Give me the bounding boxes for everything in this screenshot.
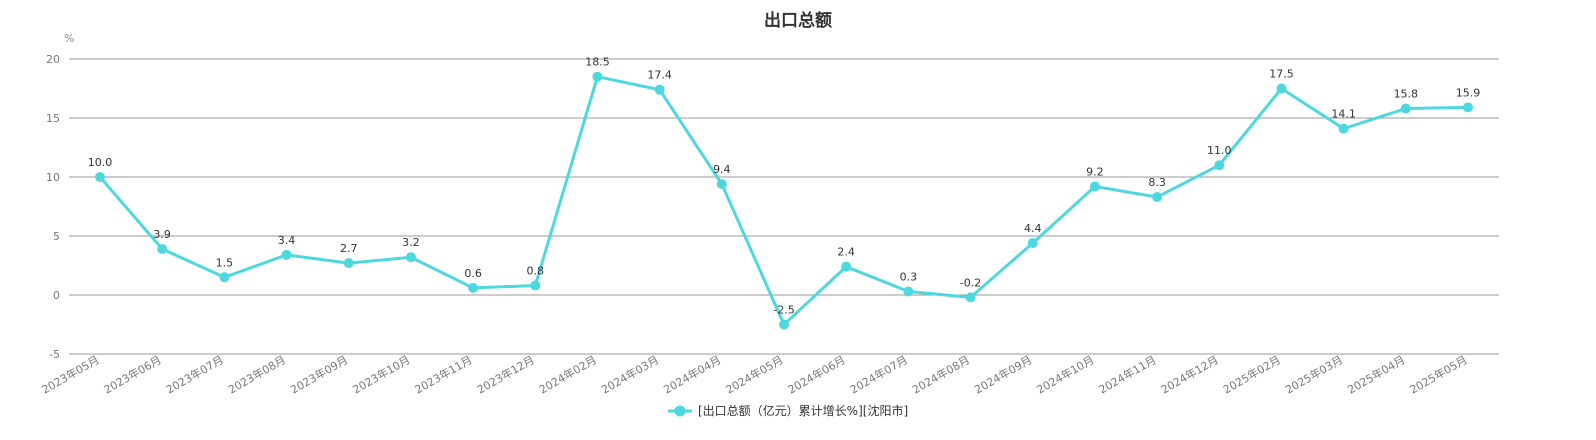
chart-title: 出口总额 (764, 11, 832, 31)
x-tick-label: 2023年09月 (288, 352, 350, 396)
y-tick-label: -5 (49, 348, 60, 361)
x-tick-label: 2023年07月 (163, 352, 225, 396)
x-tick-label: 2024年12月 (1158, 352, 1220, 396)
x-tick-label: 2023年10月 (350, 352, 412, 396)
data-point (903, 286, 914, 297)
x-tick-label: 2025年04月 (1345, 352, 1407, 396)
data-label: 11.0 (1207, 144, 1232, 157)
data-point (281, 249, 292, 260)
data-point (468, 282, 479, 293)
data-label: 2.4 (837, 246, 855, 259)
data-label: 18.5 (585, 56, 610, 69)
data-label: 2.7 (340, 242, 358, 255)
data-point (592, 71, 603, 82)
y-tick-label: 5 (53, 230, 60, 243)
legend-label: [出口总额（亿元）累计增长%][沈阳市] (698, 403, 908, 418)
x-tick-label: 2023年11月 (412, 352, 474, 396)
x-tick-label: 2024年04月 (661, 352, 723, 396)
data-label: 0.3 (900, 270, 918, 283)
data-point (343, 258, 354, 269)
data-point (716, 179, 727, 190)
data-point (157, 243, 168, 254)
x-tick-label: 2023年06月 (101, 352, 163, 396)
x-tick-label: 2025年03月 (1283, 352, 1345, 396)
y-tick-label: 20 (46, 53, 60, 66)
data-label: 3.4 (278, 234, 296, 247)
x-tick-label: 2025年02月 (1221, 352, 1283, 396)
data-label: 10.0 (88, 156, 113, 169)
data-label: 0.6 (464, 267, 482, 280)
data-label: 17.5 (1269, 68, 1294, 81)
x-tick-label: 2024年08月 (910, 352, 972, 396)
data-point (1089, 181, 1100, 192)
x-tick-label: 2023年12月 (474, 352, 536, 396)
x-tick-label: 2024年10月 (1034, 352, 1096, 396)
x-tick-label: 2024年03月 (599, 352, 661, 396)
y-tick-label: 0 (53, 289, 60, 302)
x-tick-label: 2024年11月 (1096, 352, 1158, 396)
x-tick-label: 2025年05月 (1407, 352, 1469, 396)
data-label: -0.2 (960, 276, 981, 289)
data-label: 9.2 (1086, 165, 1104, 178)
data-point (779, 319, 789, 330)
data-label: 8.3 (1148, 176, 1166, 189)
data-label: 17.4 (647, 69, 672, 82)
data-point (95, 172, 105, 182)
data-label: -2.5 (773, 304, 794, 317)
data-label: 14.1 (1331, 108, 1356, 121)
data-point (1276, 83, 1287, 94)
data-label: 15.8 (1394, 88, 1419, 101)
data-point (841, 261, 852, 272)
data-label: 3.9 (153, 228, 171, 241)
x-tick-label: 2024年09月 (972, 352, 1034, 396)
data-point (1027, 238, 1038, 249)
data-label: 15.9 (1456, 86, 1481, 99)
legend-marker (674, 405, 686, 417)
data-point (1214, 160, 1225, 171)
data-point (1338, 123, 1349, 134)
data-label: 0.8 (527, 265, 545, 278)
y-tick-label: 10 (46, 171, 60, 184)
x-tick-label: 2024年06月 (785, 352, 847, 396)
x-tick-label: 2023年08月 (226, 352, 288, 396)
data-label: 9.4 (713, 163, 731, 176)
data-label: 1.5 (216, 256, 234, 269)
data-point (1152, 192, 1163, 203)
data-point (1463, 102, 1473, 113)
x-tick-label: 2024年07月 (847, 352, 909, 396)
y-axis-unit-label: % (64, 32, 74, 45)
series-line (98, 75, 1469, 326)
data-point (405, 252, 416, 263)
data-label: 3.2 (402, 236, 420, 249)
data-label: 4.4 (1024, 222, 1042, 235)
data-point (219, 272, 230, 283)
data-point (1400, 103, 1411, 114)
x-tick-label: 2024年02月 (537, 352, 599, 396)
data-point (654, 84, 665, 95)
y-tick-label: 15 (46, 112, 60, 125)
data-point (965, 292, 976, 303)
data-point (530, 280, 541, 291)
x-tick-label: 2024年05月 (723, 352, 785, 396)
